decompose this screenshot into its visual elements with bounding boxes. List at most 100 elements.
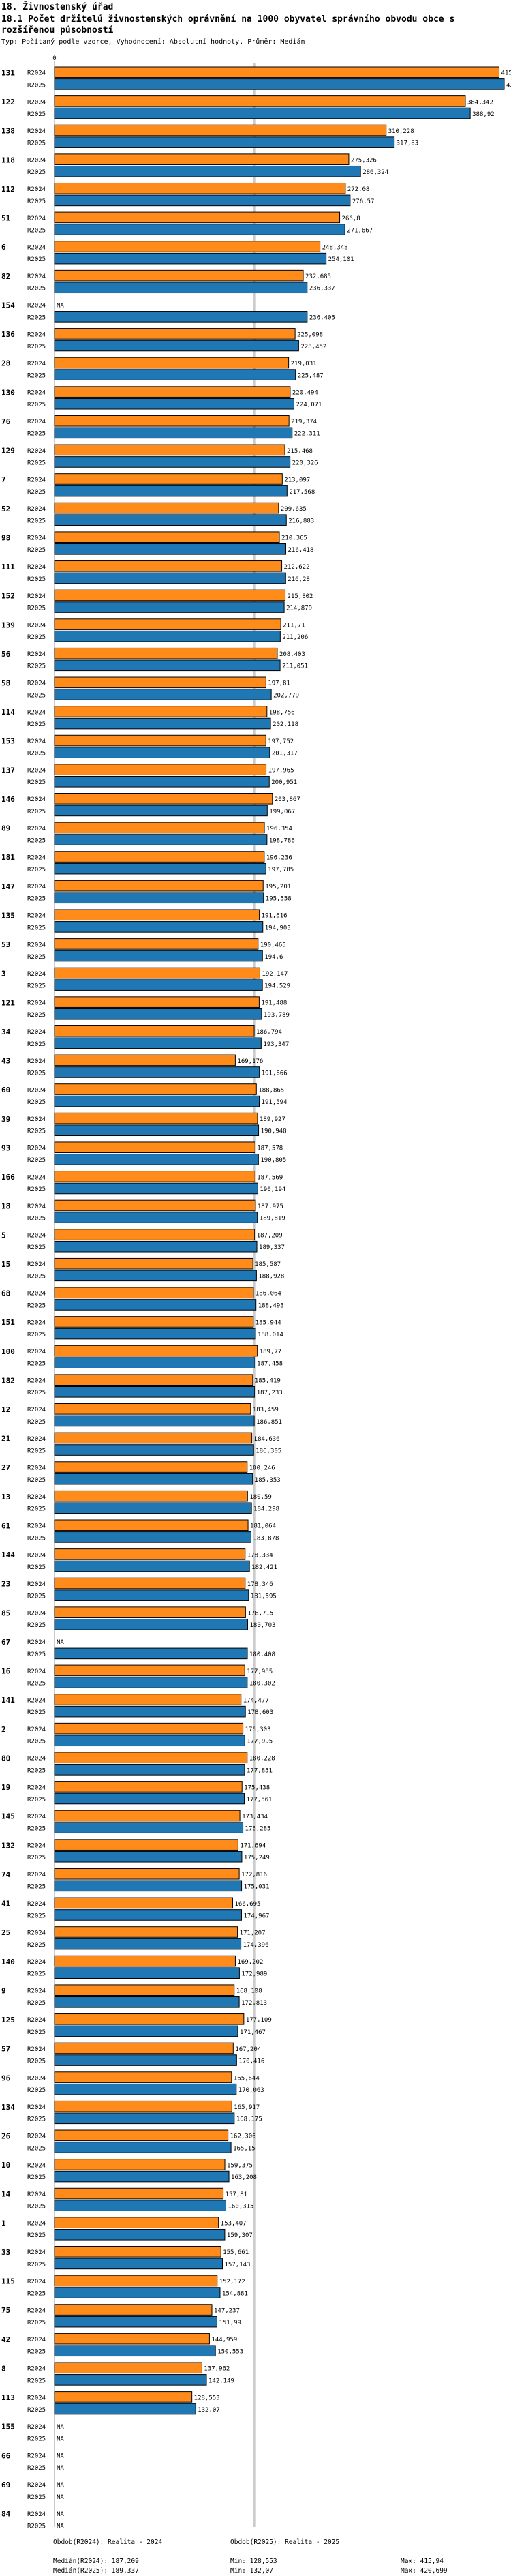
value-label: 197,81 xyxy=(268,680,290,687)
value-label: 188,014 xyxy=(258,1332,283,1338)
bar-r2024 xyxy=(54,2391,193,2403)
bar-r2025 xyxy=(54,834,268,845)
value-label: NA xyxy=(57,1639,64,1646)
value-label: 178,715 xyxy=(247,1611,273,1617)
series-label: R2025 xyxy=(27,1448,46,1454)
value-label: 420,699 xyxy=(506,82,511,89)
category-label: 60 xyxy=(1,1085,10,1094)
series-label: R2025 xyxy=(27,286,46,293)
category-label: 53 xyxy=(1,940,10,949)
category-label: 75 xyxy=(1,2306,10,2315)
value-label: 388,92 xyxy=(472,111,495,118)
series-label: R2025 xyxy=(27,1157,46,1164)
value-label: 187,209 xyxy=(257,1233,283,1240)
value-label: 215,802 xyxy=(288,593,313,600)
series-label: R2025 xyxy=(27,1593,46,1600)
category-label: 147 xyxy=(1,882,15,891)
bar-r2025 xyxy=(54,2054,237,2066)
bar-r2025 xyxy=(54,1677,248,1688)
series-label: R2024 xyxy=(27,128,46,135)
series-label: R2024 xyxy=(27,1959,46,1966)
bar-r2025 xyxy=(54,1328,256,1340)
bar-r2025 xyxy=(54,659,281,672)
value-label: 187,569 xyxy=(257,1174,283,1181)
bar-r2025 xyxy=(54,2345,216,2357)
series-label: R2025 xyxy=(27,721,46,728)
value-label: 137,962 xyxy=(204,2366,230,2373)
series-label: R2025 xyxy=(27,2523,46,2530)
value-label: 183,878 xyxy=(253,1535,279,1542)
bar-r2024 xyxy=(54,211,341,224)
bar-r2025 xyxy=(54,1444,254,1456)
series-label: R2025 xyxy=(27,1826,46,1833)
value-label: 190,948 xyxy=(261,1128,287,1135)
category-label: 80 xyxy=(1,1754,10,1763)
series-label: R2024 xyxy=(27,884,46,890)
series-label: R2025 xyxy=(27,1942,46,1949)
series-label: R2024 xyxy=(27,244,46,251)
value-label: 190,465 xyxy=(260,942,286,948)
category-label: 114 xyxy=(1,708,15,717)
series-label: R2025 xyxy=(27,1012,46,1019)
category-label: 100 xyxy=(1,1347,15,1356)
series-label: R2025 xyxy=(27,1913,46,1919)
bar-r2025 xyxy=(54,979,263,991)
category-label: 89 xyxy=(1,824,10,833)
value-label: 167,204 xyxy=(235,2046,261,2053)
series-label: R2025 xyxy=(27,1971,46,1978)
bar-r2025 xyxy=(54,252,327,265)
series-label: R2024 xyxy=(27,564,46,571)
category-label: 85 xyxy=(1,1608,10,1617)
category-label: 2 xyxy=(1,1725,6,1734)
bar-r2025 xyxy=(54,1647,248,1660)
value-label: 225,487 xyxy=(298,373,324,380)
value-label: 172,989 xyxy=(241,1971,267,1978)
series-label: R2024 xyxy=(27,796,46,803)
bar-r2024 xyxy=(54,676,266,689)
bar-r2024 xyxy=(54,1287,254,1299)
series-label: R2025 xyxy=(27,1215,46,1222)
bar-r2025 xyxy=(54,2374,207,2386)
series-label: R2024 xyxy=(27,2337,46,2343)
series-label: R2025 xyxy=(27,314,46,321)
series-label: R2025 xyxy=(27,751,46,758)
value-label: 236,337 xyxy=(309,286,335,293)
series-label: R2024 xyxy=(27,303,46,310)
footer-max-2025: Max: 420,699 xyxy=(401,2567,448,2575)
value-label: 165,644 xyxy=(234,2075,260,2082)
value-label: 228,452 xyxy=(300,344,326,350)
value-label: 200,951 xyxy=(271,779,297,786)
bar-r2025 xyxy=(54,1240,258,1253)
series-label: R2024 xyxy=(27,2453,46,2460)
value-label: 171,467 xyxy=(240,2029,266,2036)
series-label: R2025 xyxy=(27,1390,46,1396)
value-label: 181,595 xyxy=(251,1593,277,1600)
bar-r2025 xyxy=(54,1822,244,1833)
series-label: R2025 xyxy=(27,2494,46,2501)
series-label: R2025 xyxy=(27,2378,46,2384)
value-label: 175,249 xyxy=(244,1855,270,1861)
bar-r2024 xyxy=(54,880,264,892)
value-label: 176,303 xyxy=(245,1726,271,1733)
value-label: 152,172 xyxy=(219,2279,245,2286)
bar-r2025 xyxy=(54,1531,251,1543)
series-label: R2025 xyxy=(27,1041,46,1048)
bar-r2024 xyxy=(54,357,290,369)
bar-r2024 xyxy=(54,1606,246,1618)
category-label: 111 xyxy=(1,563,15,571)
value-label: 175,031 xyxy=(244,1884,270,1891)
bar-r2025 xyxy=(54,2403,196,2415)
bar-r2024 xyxy=(54,909,260,921)
value-label: 215,468 xyxy=(287,448,313,455)
category-label: 151 xyxy=(1,1318,15,1327)
series-label: R2024 xyxy=(27,680,46,687)
bar-r2024 xyxy=(54,1926,238,1938)
category-label: 19 xyxy=(1,1783,10,1792)
series-label: R2025 xyxy=(27,1564,46,1571)
chart-header: 18. Živnostenský úřad 18.1 Počet držitel… xyxy=(1,0,510,47)
value-label: 201,317 xyxy=(272,751,298,758)
series-label: R2024 xyxy=(27,738,46,745)
category-label: 152 xyxy=(1,592,15,601)
series-label: R2025 xyxy=(27,954,46,961)
value-label: 163,208 xyxy=(231,2174,257,2181)
